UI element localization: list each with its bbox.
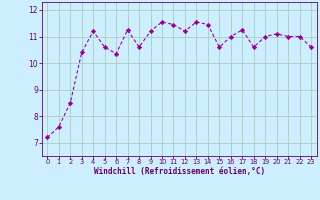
- X-axis label: Windchill (Refroidissement éolien,°C): Windchill (Refroidissement éolien,°C): [94, 167, 265, 176]
